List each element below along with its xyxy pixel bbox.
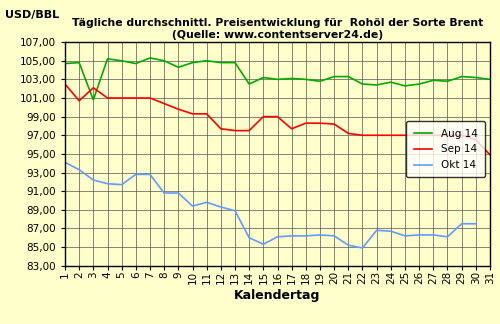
- Sep 14: [161, 102, 167, 106]
- Sep 14: [473, 138, 479, 142]
- Line: Okt 14: Okt 14: [65, 162, 476, 248]
- Okt 14: [76, 168, 82, 172]
- Sep 14: [62, 82, 68, 86]
- Sep 14: [104, 96, 110, 100]
- Sep 14: [346, 132, 352, 135]
- Okt 14: [274, 235, 280, 239]
- Aug 14: [204, 59, 210, 63]
- Okt 14: [232, 209, 238, 213]
- Aug 14: [458, 75, 464, 78]
- Aug 14: [133, 62, 139, 65]
- Sep 14: [147, 96, 153, 100]
- Okt 14: [161, 191, 167, 195]
- Line: Sep 14: Sep 14: [65, 84, 490, 155]
- Okt 14: [317, 233, 323, 237]
- Sep 14: [246, 129, 252, 133]
- Sep 14: [218, 127, 224, 131]
- Okt 14: [288, 234, 294, 238]
- Okt 14: [416, 233, 422, 237]
- Okt 14: [190, 204, 196, 208]
- Sep 14: [360, 133, 366, 137]
- Aug 14: [430, 78, 436, 82]
- Aug 14: [360, 82, 366, 86]
- Okt 14: [147, 172, 153, 176]
- Sep 14: [288, 127, 294, 131]
- Okt 14: [218, 205, 224, 209]
- Aug 14: [118, 59, 124, 63]
- Aug 14: [331, 75, 337, 78]
- Aug 14: [62, 62, 68, 65]
- Sep 14: [274, 115, 280, 119]
- Sep 14: [317, 121, 323, 125]
- Okt 14: [303, 234, 309, 238]
- Sep 14: [118, 96, 124, 100]
- X-axis label: Kalendertag: Kalendertag: [234, 289, 320, 302]
- Sep 14: [388, 133, 394, 137]
- Sep 14: [416, 133, 422, 137]
- Aug 14: [473, 75, 479, 79]
- Aug 14: [232, 61, 238, 64]
- Okt 14: [104, 182, 110, 186]
- Okt 14: [444, 235, 450, 239]
- Sep 14: [176, 107, 182, 111]
- Sep 14: [430, 133, 436, 137]
- Sep 14: [303, 121, 309, 125]
- Sep 14: [331, 122, 337, 126]
- Sep 14: [374, 133, 380, 137]
- Sep 14: [90, 86, 96, 90]
- Aug 14: [288, 76, 294, 80]
- Aug 14: [104, 57, 110, 61]
- Line: Aug 14: Aug 14: [65, 58, 490, 100]
- Aug 14: [161, 59, 167, 63]
- Aug 14: [76, 61, 82, 64]
- Sep 14: [204, 112, 210, 116]
- Aug 14: [317, 79, 323, 83]
- Okt 14: [402, 234, 408, 238]
- Okt 14: [360, 246, 366, 250]
- Aug 14: [190, 61, 196, 64]
- Okt 14: [374, 228, 380, 232]
- Sep 14: [260, 115, 266, 119]
- Sep 14: [487, 153, 493, 157]
- Okt 14: [331, 234, 337, 238]
- Legend: Aug 14, Sep 14, Okt 14: Aug 14, Sep 14, Okt 14: [406, 122, 485, 178]
- Okt 14: [458, 222, 464, 226]
- Okt 14: [246, 236, 252, 240]
- Aug 14: [346, 75, 352, 78]
- Sep 14: [76, 99, 82, 103]
- Okt 14: [133, 172, 139, 176]
- Okt 14: [90, 178, 96, 182]
- Okt 14: [260, 242, 266, 246]
- Aug 14: [260, 75, 266, 79]
- Sep 14: [402, 133, 408, 137]
- Aug 14: [444, 79, 450, 83]
- Aug 14: [388, 80, 394, 84]
- Title: Tägliche durchschnittl. Preisentwicklung für  Rohöl der Sorte Brent
(Quelle: www: Tägliche durchschnittl. Preisentwicklung…: [72, 18, 483, 40]
- Aug 14: [218, 61, 224, 64]
- Okt 14: [118, 183, 124, 187]
- Aug 14: [374, 83, 380, 87]
- Okt 14: [473, 222, 479, 226]
- Okt 14: [346, 243, 352, 247]
- Sep 14: [458, 133, 464, 137]
- Aug 14: [303, 77, 309, 81]
- Okt 14: [388, 229, 394, 233]
- Sep 14: [444, 133, 450, 137]
- Okt 14: [62, 160, 68, 164]
- Aug 14: [274, 77, 280, 81]
- Sep 14: [133, 96, 139, 100]
- Sep 14: [190, 112, 196, 116]
- Aug 14: [416, 82, 422, 86]
- Okt 14: [176, 191, 182, 195]
- Aug 14: [147, 56, 153, 60]
- Aug 14: [487, 77, 493, 81]
- Okt 14: [430, 233, 436, 237]
- Aug 14: [90, 98, 96, 102]
- Okt 14: [204, 201, 210, 204]
- Aug 14: [402, 84, 408, 88]
- Aug 14: [176, 65, 182, 69]
- Text: USD/BBL: USD/BBL: [5, 10, 59, 20]
- Sep 14: [232, 129, 238, 133]
- Aug 14: [246, 82, 252, 86]
